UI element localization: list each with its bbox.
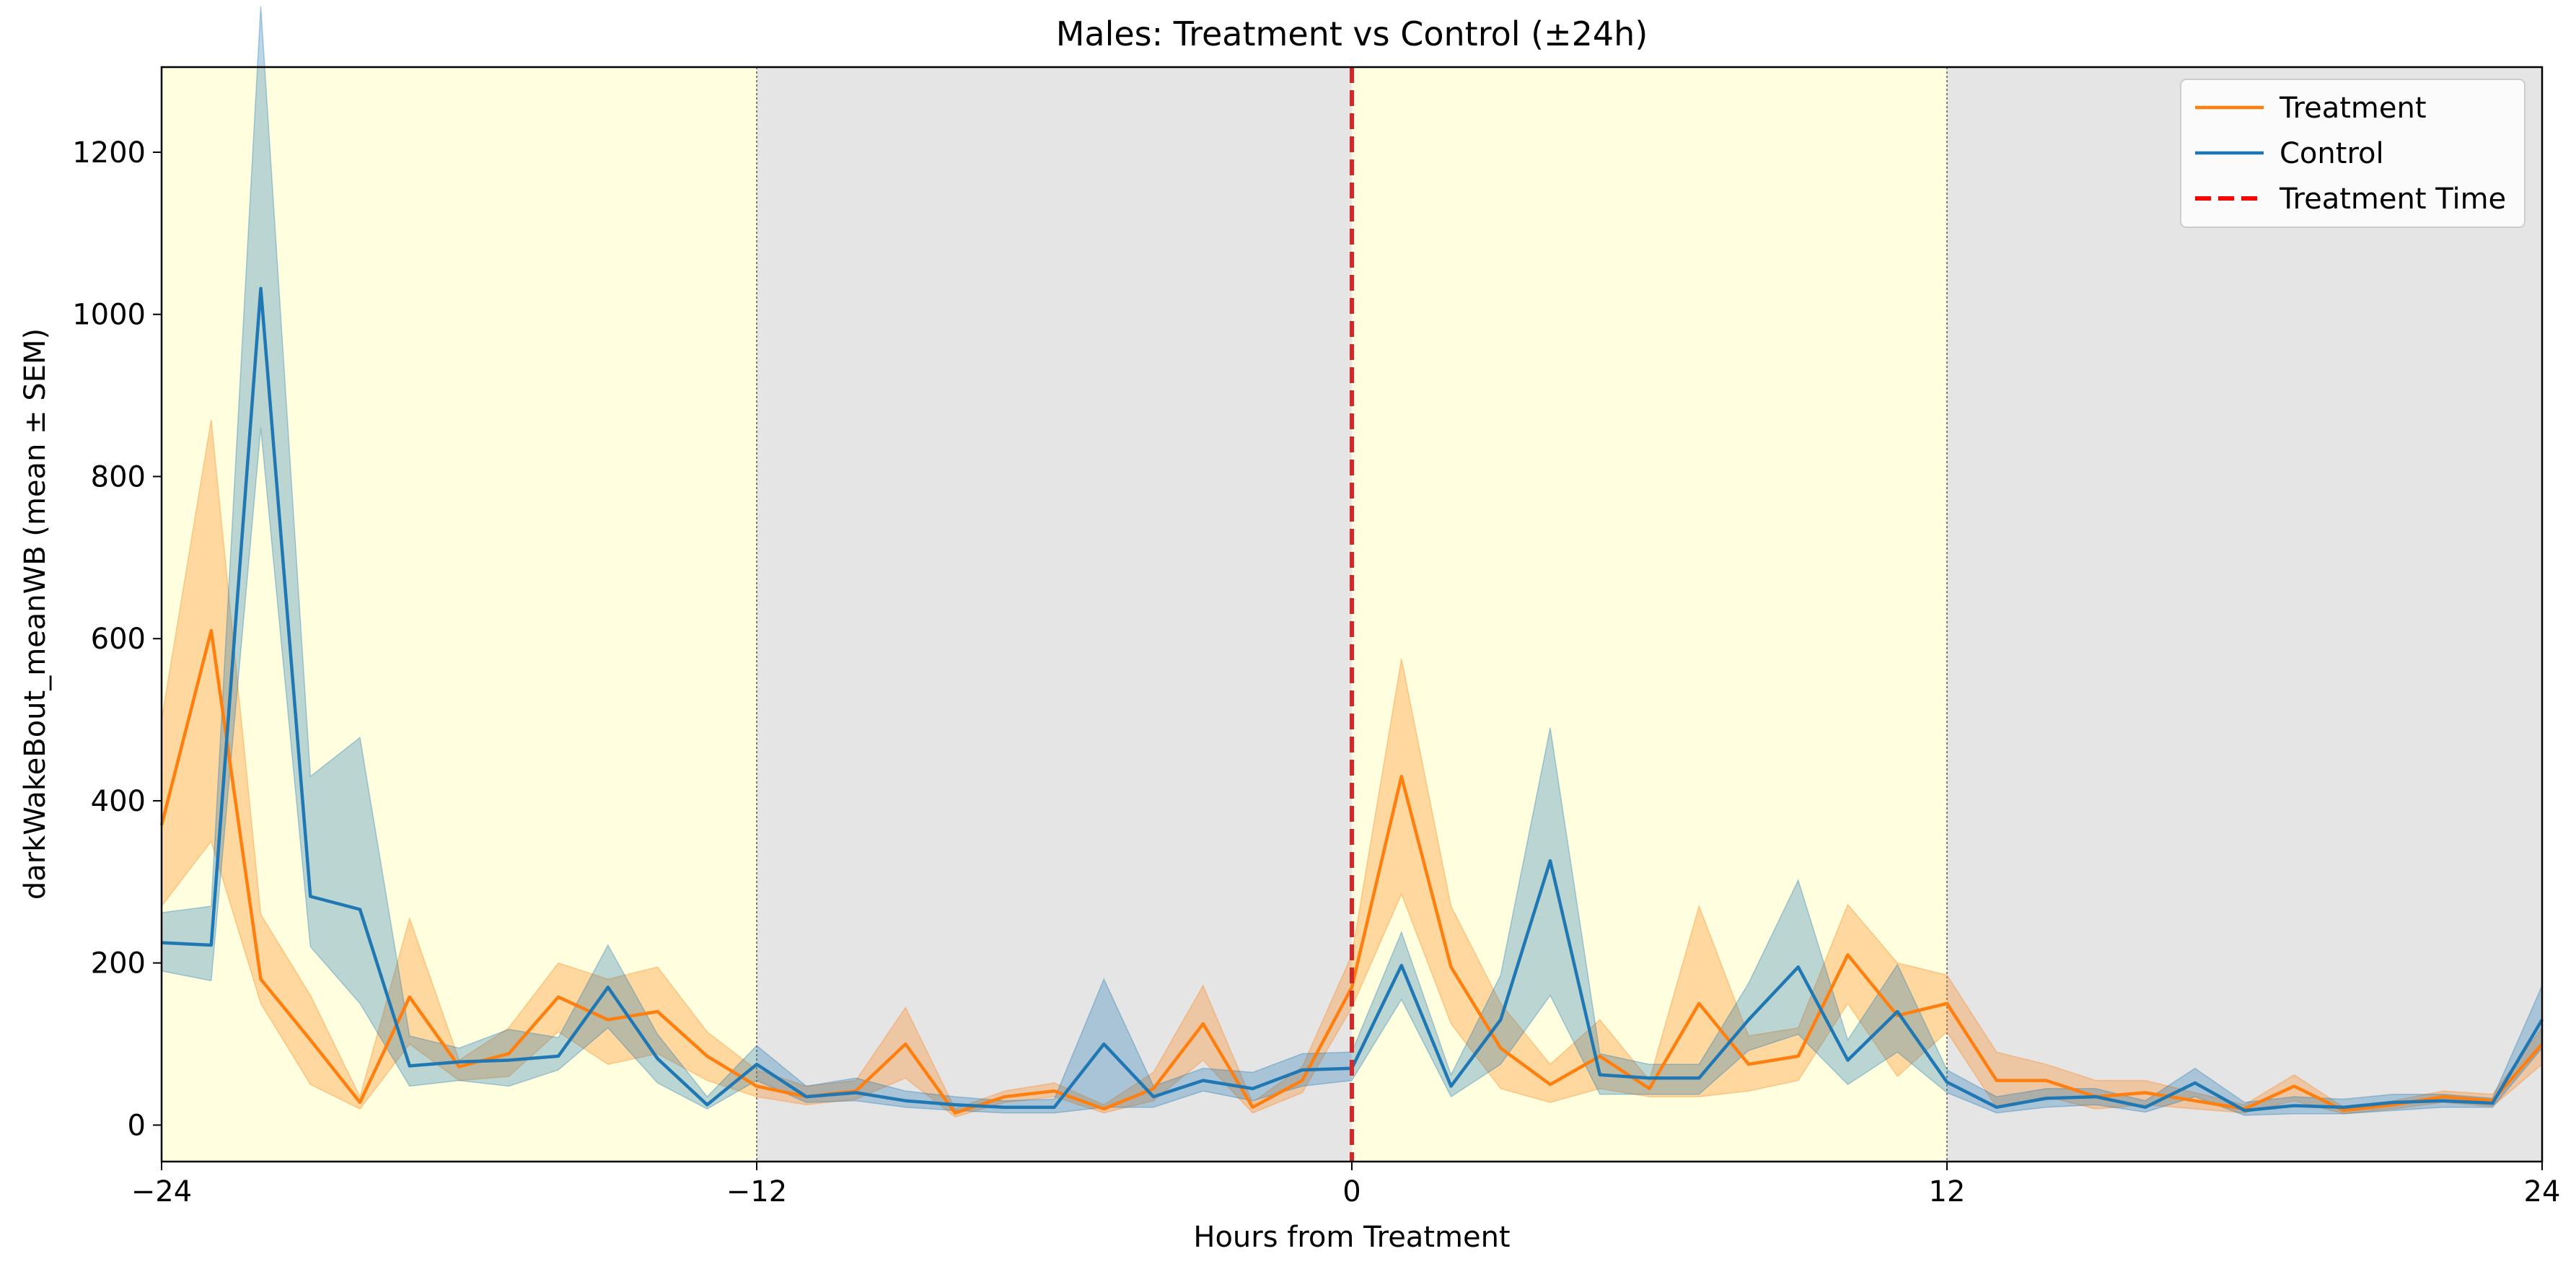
y-tick-label: 1000 — [72, 299, 146, 332]
y-tick-label: 400 — [91, 785, 146, 818]
y-tick-label: 600 — [91, 623, 146, 656]
y-tick-label: 200 — [91, 947, 146, 980]
x-tick-label: 24 — [2524, 1175, 2561, 1208]
legend-label-treatment: Treatment — [2279, 92, 2427, 125]
y-tick-label: 0 — [128, 1109, 146, 1142]
chart-title: Males: Treatment vs Control (±24h) — [1056, 14, 1648, 53]
background-regions — [162, 67, 2542, 1162]
series-line-treatment — [159, 628, 2544, 1115]
y-tick-label: 1200 — [72, 136, 146, 170]
x-axis: −24 −12 0 12 24 — [131, 1162, 2561, 1208]
legend-label-treatment-time: Treatment Time — [2279, 183, 2506, 216]
x-axis-label: Hours from Treatment — [1193, 1221, 1510, 1254]
background-region-2 — [1352, 67, 1947, 1162]
y-tick-label: 800 — [91, 460, 146, 493]
x-tick-label: 12 — [1929, 1175, 1966, 1208]
x-tick-label: −24 — [131, 1175, 192, 1208]
x-tick-label: −12 — [726, 1175, 787, 1208]
background-region-1 — [757, 67, 1352, 1162]
background-region-3 — [1947, 67, 2542, 1162]
y-axis-label: darkWakeBout_meanWB (mean ± SEM) — [19, 328, 52, 900]
x-tick-label: 0 — [1342, 1175, 1360, 1208]
legend-label-control: Control — [2280, 137, 2384, 170]
y-axis: 0 200 400 600 800 1000 1200 — [72, 136, 162, 1142]
legend-box — [2180, 79, 2526, 228]
legend: Treatment Control Treatment Time — [2180, 79, 2526, 228]
